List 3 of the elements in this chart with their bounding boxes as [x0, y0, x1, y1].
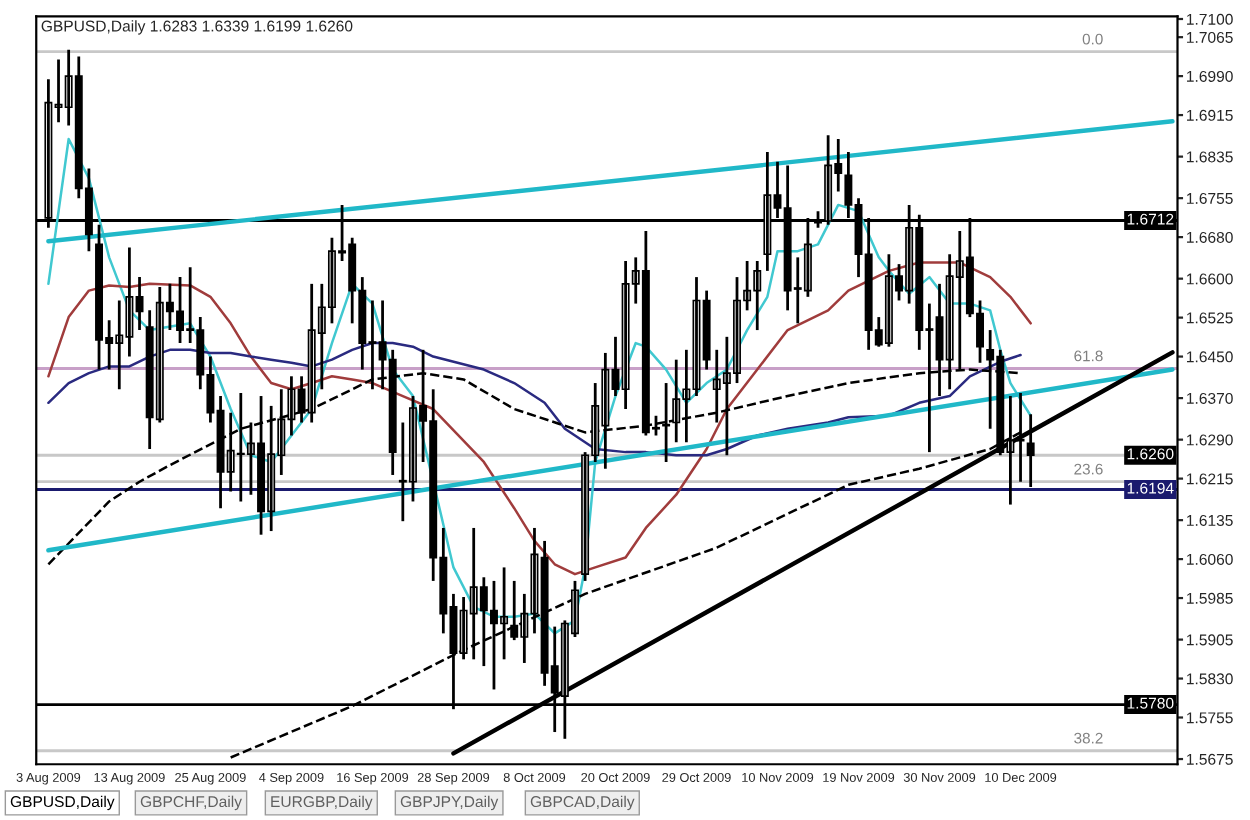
- line-series: [47, 261, 1032, 576]
- line-series: [47, 341, 1022, 457]
- line-series: [47, 137, 1032, 635]
